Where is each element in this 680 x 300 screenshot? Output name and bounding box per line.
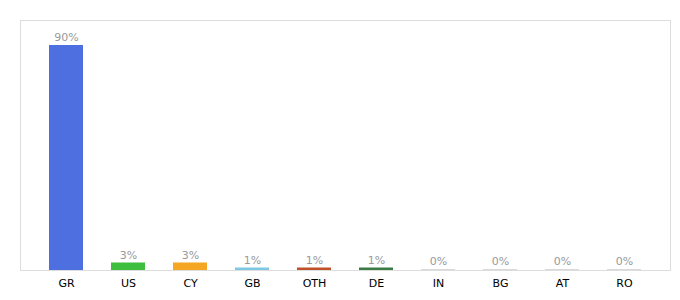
svg-text:US: US	[121, 277, 136, 290]
svg-text:90%: 90%	[54, 31, 78, 44]
svg-text:0%: 0%	[430, 255, 447, 268]
svg-text:RO: RO	[616, 277, 633, 290]
svg-text:3%: 3%	[182, 249, 199, 262]
svg-text:0%: 0%	[616, 255, 633, 268]
svg-text:1%: 1%	[368, 254, 385, 267]
svg-text:1%: 1%	[244, 254, 261, 267]
svg-text:GR: GR	[58, 277, 75, 290]
svg-text:0%: 0%	[554, 255, 571, 268]
svg-text:BG: BG	[493, 277, 509, 290]
svg-text:GB: GB	[244, 277, 260, 290]
svg-text:OTH: OTH	[303, 277, 327, 290]
svg-text:3%: 3%	[120, 249, 137, 262]
svg-text:IN: IN	[433, 277, 444, 290]
svg-text:CY: CY	[183, 277, 197, 290]
svg-text:DE: DE	[369, 277, 384, 290]
svg-text:AT: AT	[556, 277, 570, 290]
svg-text:1%: 1%	[306, 254, 323, 267]
svg-text:0%: 0%	[492, 255, 509, 268]
